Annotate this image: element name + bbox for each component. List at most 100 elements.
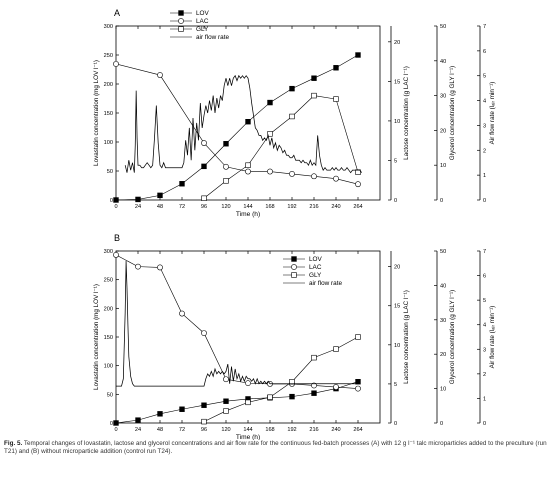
legend-label-air-flow-rate: air flow rate — [196, 34, 229, 41]
x-tick-label: 192 — [287, 204, 296, 210]
y-tick-label-left: 50 — [107, 392, 113, 398]
y-tick-label-air-flow: 1 — [483, 396, 486, 402]
y-tick-label-glycerol: 20 — [440, 128, 446, 134]
x-tick-label: 48 — [157, 427, 163, 433]
data-point-gly — [201, 418, 207, 425]
data-point-lov — [157, 192, 163, 199]
data-point-lac — [333, 175, 339, 182]
data-point-lov — [135, 196, 141, 203]
x-tick-label: 48 — [157, 204, 163, 210]
y-axis-label-air-flow: Air flow rate (lₐᵢᵣ min⁻¹) — [489, 82, 496, 145]
y-tick-label-lactose: 10 — [394, 343, 400, 349]
data-point-lac — [267, 168, 273, 175]
x-tick-label: 192 — [287, 427, 296, 433]
y-tick-label-air-flow: 3 — [483, 123, 486, 129]
panel-label: B — [114, 233, 120, 243]
y-tick-label-lactose: 20 — [394, 40, 400, 46]
x-tick-label: 24 — [135, 204, 141, 210]
data-point-lac — [113, 252, 119, 258]
x-tick-label: 72 — [179, 427, 185, 433]
x-tick-label: 120 — [221, 204, 230, 210]
y-tick-label-lactose: 20 — [394, 265, 400, 271]
caption-label: Fig. 5. — [4, 440, 23, 447]
data-point-gly — [333, 96, 339, 102]
data-point-gly — [267, 394, 273, 400]
series-line-gly — [203, 95, 359, 199]
y-axis-label-left: Lovastatin concentration (mg LOV l⁻¹) — [93, 284, 100, 390]
y-tick-label-glycerol: 0 — [440, 421, 443, 427]
y-tick-label-glycerol: 0 — [440, 198, 443, 204]
data-point-gly — [201, 195, 207, 201]
data-point-gly — [289, 113, 295, 120]
x-tick-label: 168 — [265, 427, 274, 433]
y-tick-label-lactose: 5 — [394, 382, 397, 388]
data-point-gly — [311, 354, 317, 361]
data-point-lac — [333, 384, 339, 390]
data-point-lov — [179, 181, 185, 187]
y-tick-label-lactose: 10 — [394, 119, 400, 125]
y-tick-label-glycerol: 10 — [440, 163, 446, 169]
y-tick-label-air-flow: 1 — [483, 173, 486, 179]
y-tick-label-glycerol: 10 — [440, 387, 446, 393]
x-tick-label: 72 — [179, 204, 185, 210]
y-tick-label-air-flow: 6 — [483, 49, 486, 55]
y-tick-label-left: 300 — [104, 249, 113, 255]
data-point-lov — [289, 85, 295, 92]
x-tick-label: 240 — [331, 427, 340, 433]
data-point-lac — [201, 330, 207, 336]
legend-label-gly: GLY — [309, 272, 322, 279]
y-axis-label-lactose: Lactose concentration (g LAC l⁻¹) — [403, 290, 410, 384]
data-point-lac — [311, 173, 317, 180]
legend-marker-lov — [178, 10, 184, 16]
legend-label-lac: LAC — [309, 264, 322, 271]
data-point-gly — [245, 162, 251, 168]
y-tick-label-air-flow: 0 — [483, 421, 486, 427]
data-point-gly — [245, 399, 251, 406]
figure-caption: Fig. 5. Temporal changes of lovastatin, … — [4, 440, 550, 457]
series-line-air-flow-rate — [124, 74, 362, 174]
x-tick-label: 120 — [221, 427, 230, 433]
data-point-lac — [223, 376, 229, 383]
data-point-gly — [289, 379, 295, 385]
y-tick-label-lactose: 15 — [394, 304, 400, 310]
legend-marker-gly — [291, 272, 297, 278]
data-point-lov — [355, 52, 361, 58]
data-point-lov — [223, 141, 229, 147]
y-tick-label-glycerol: 30 — [440, 318, 446, 324]
y-tick-label-left: 300 — [104, 24, 113, 30]
data-point-lac — [157, 72, 163, 78]
data-point-lov — [135, 417, 141, 423]
data-point-lov — [333, 65, 339, 71]
y-tick-label-left: 200 — [104, 82, 113, 88]
y-tick-label-left: 250 — [104, 278, 113, 284]
y-tick-label-air-flow: 7 — [483, 24, 486, 30]
x-tick-label: 216 — [309, 204, 318, 210]
data-point-gly — [223, 408, 229, 414]
y-tick-label-air-flow: 2 — [483, 148, 486, 154]
series-line-lov — [116, 381, 359, 423]
x-tick-label: 168 — [265, 204, 274, 210]
y-tick-label-air-flow: 5 — [483, 74, 486, 80]
y-axis-label-air-flow: Air flow rate (lₐᵢᵣ min⁻¹) — [489, 306, 496, 369]
caption-text: Temporal changes of lovastatin, lactose … — [4, 440, 547, 456]
y-tick-label-left: 200 — [104, 306, 113, 312]
y-tick-label-air-flow: 6 — [483, 274, 486, 280]
data-point-lov — [311, 390, 317, 396]
y-tick-label-left: 250 — [104, 53, 113, 59]
data-point-lac — [355, 385, 361, 392]
data-point-lov — [113, 420, 119, 426]
x-tick-label: 144 — [243, 427, 252, 433]
y-tick-label-air-flow: 4 — [483, 323, 486, 329]
y-axis-label-glycerol: Glycerol concentration (g GLY l⁻¹) — [449, 290, 456, 384]
x-tick-label: 0 — [114, 427, 117, 433]
x-tick-label: 0 — [114, 204, 117, 210]
data-point-lac — [311, 382, 317, 389]
series-line-air-flow-rate — [116, 260, 358, 387]
y-tick-label-left: 50 — [107, 169, 113, 175]
x-tick-label: 144 — [243, 204, 252, 210]
y-tick-label-left: 100 — [104, 140, 113, 146]
